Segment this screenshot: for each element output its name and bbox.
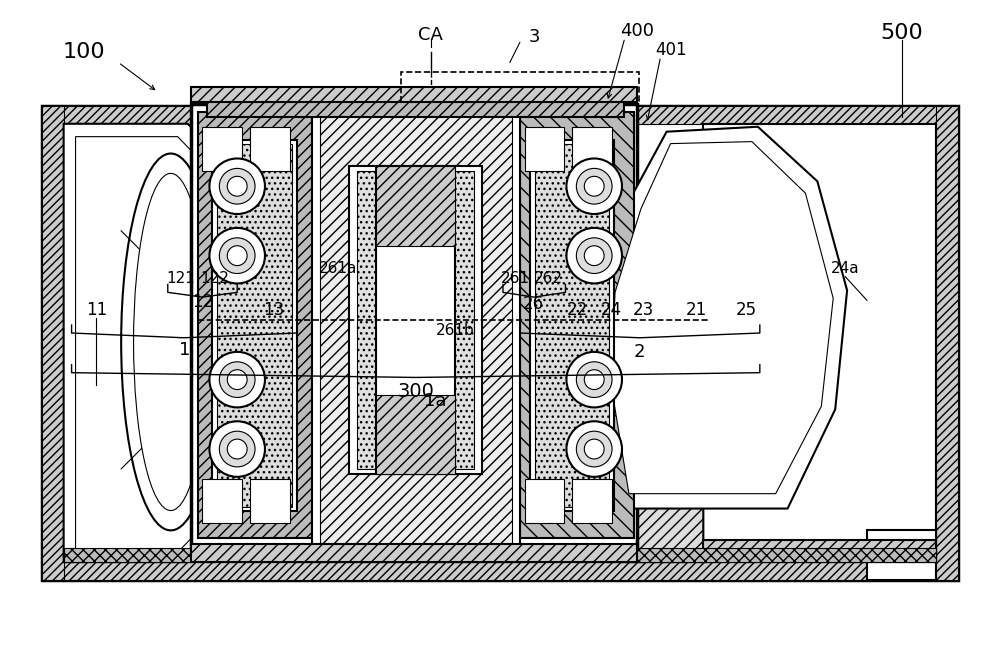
Text: 21: 21 [686,302,707,319]
Ellipse shape [121,153,220,531]
Bar [357,172,474,469]
Circle shape [219,168,255,204]
Bar [250,127,290,172]
Bar [202,127,242,172]
Circle shape [584,439,604,459]
Bar [525,479,564,523]
Bar [535,143,609,507]
Text: 261b: 261b [436,322,475,338]
Bar [42,562,958,580]
Text: 262: 262 [534,271,563,286]
Circle shape [209,421,265,477]
Text: 24a: 24a [831,261,859,276]
Circle shape [219,431,255,467]
Bar [572,127,612,172]
Text: 2: 2 [634,343,646,361]
Circle shape [576,431,612,467]
Bar [42,106,958,124]
Text: 500: 500 [880,23,923,42]
Text: 401: 401 [655,42,686,60]
Bar [42,106,64,580]
Circle shape [219,362,255,397]
Circle shape [576,362,612,397]
Circle shape [566,159,622,214]
Circle shape [566,228,622,283]
Text: 24: 24 [601,302,622,319]
Bar [525,127,564,172]
Bar [191,87,637,102]
Bar [217,143,292,507]
Bar [349,166,482,474]
Text: 3: 3 [529,29,540,46]
Text: 261: 261 [500,271,529,286]
Polygon shape [76,137,280,552]
Text: 261a: 261a [319,261,358,276]
Text: 400: 400 [620,21,654,40]
Polygon shape [64,124,297,562]
Circle shape [566,352,622,407]
Text: 22: 22 [567,302,588,319]
Bar [250,479,290,523]
Text: 13: 13 [263,302,285,319]
Bar [376,166,455,474]
Text: 100: 100 [62,42,105,62]
Text: 12: 12 [192,293,213,312]
Circle shape [584,176,604,196]
Bar [401,72,639,102]
Circle shape [227,176,247,196]
Bar [191,104,637,550]
Ellipse shape [134,174,208,511]
Bar [212,139,297,511]
Circle shape [584,370,604,389]
Circle shape [209,228,265,283]
Text: CA: CA [418,25,443,44]
Circle shape [227,439,247,459]
Bar [376,166,455,246]
Polygon shape [611,141,833,494]
Polygon shape [703,124,936,562]
Circle shape [209,159,265,214]
Text: 1: 1 [179,341,190,359]
Bar [312,96,520,562]
Text: 300: 300 [397,382,434,401]
Circle shape [227,246,247,265]
Circle shape [576,168,612,204]
Text: 1a: 1a [424,393,447,411]
Bar [936,106,958,580]
Text: 23: 23 [633,302,654,319]
Bar [520,112,634,538]
Text: 25: 25 [735,302,757,319]
Polygon shape [857,550,936,562]
Bar [572,479,612,523]
Text: 11: 11 [86,302,107,319]
Circle shape [566,421,622,477]
Polygon shape [597,127,847,509]
Bar [207,97,624,117]
Bar [867,531,936,580]
Circle shape [576,238,612,273]
Bar [320,108,512,550]
Bar [64,548,936,562]
Polygon shape [619,251,703,562]
Bar [191,544,637,562]
Text: 122: 122 [200,271,229,286]
Text: 26: 26 [523,295,544,314]
Text: 121: 121 [166,271,195,286]
Circle shape [209,352,265,407]
Bar [202,479,242,523]
Circle shape [227,370,247,389]
Bar [703,540,936,562]
Bar [530,139,614,511]
Bar [42,106,958,580]
Bar [198,112,312,538]
Bar [376,395,455,474]
Circle shape [584,246,604,265]
Circle shape [219,238,255,273]
